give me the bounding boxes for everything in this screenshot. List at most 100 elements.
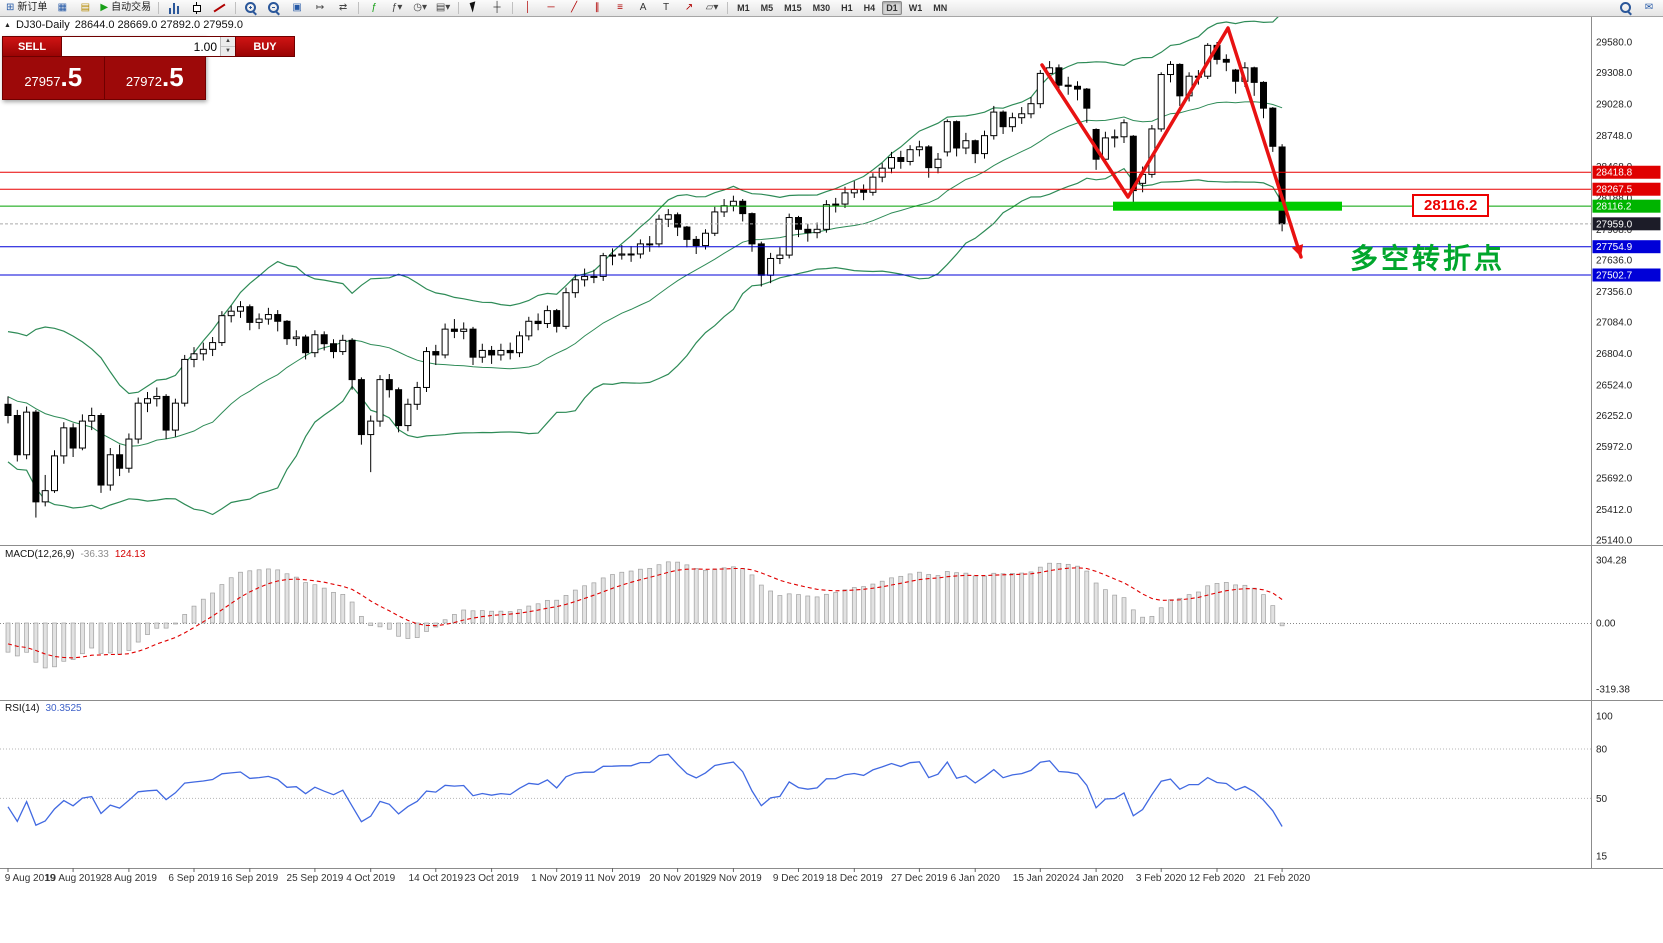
price-divider xyxy=(103,57,105,99)
indicators-button[interactable]: ƒ xyxy=(363,0,385,16)
auto-scroll-button[interactable]: ↦ xyxy=(309,0,331,16)
time-axis-label: 21 Feb 2020 xyxy=(1254,873,1311,884)
macd-signal-line xyxy=(7,567,1283,659)
timeframe-m1-button[interactable]: M1 xyxy=(737,3,750,13)
bar-chart-button[interactable] xyxy=(163,0,185,16)
buy-price[interactable]: 27972 .5 xyxy=(105,57,206,99)
time-axis-label: 1 Nov 2019 xyxy=(531,873,583,884)
oneclick-collapse-arrow-icon[interactable]: ▲ xyxy=(4,21,11,29)
price-callout-label[interactable]: 28116.2 xyxy=(1412,194,1490,217)
price-tick-label: 26804.0 xyxy=(1596,349,1633,360)
macd-main-value: -36.33 xyxy=(80,549,109,560)
line-chart-button[interactable] xyxy=(209,0,231,16)
rsi-axis-label: 80 xyxy=(1596,744,1608,755)
candlestick-icon xyxy=(191,2,203,14)
macd-axis-label: 0.00 xyxy=(1596,619,1616,630)
time-axis-label: 23 Oct 2019 xyxy=(464,873,519,884)
rsi-panel[interactable] xyxy=(0,748,1591,827)
zoom-out-icon xyxy=(268,2,281,14)
timeframe-mn-button[interactable]: MN xyxy=(933,3,948,13)
buy-price-big: .5 xyxy=(161,62,184,92)
turning-point-text[interactable]: 多空转折点 xyxy=(1350,243,1506,274)
price-badge: 28418.8 xyxy=(1592,165,1661,179)
buy-button[interactable]: BUY xyxy=(235,36,295,57)
vertical-line-button[interactable]: │ xyxy=(517,0,539,16)
volume-spinner: ▲ ▼ xyxy=(220,37,235,56)
timeframe-h1-button[interactable]: H1 xyxy=(841,3,853,13)
price-tick-label: 27908.0 xyxy=(1596,225,1633,236)
rsi-value: 30.3525 xyxy=(45,703,82,714)
crosshair-button[interactable]: ┼ xyxy=(486,0,508,16)
timeframe-m30-button[interactable]: M30 xyxy=(812,3,831,13)
shapes-button[interactable]: ▱▾ xyxy=(701,0,723,16)
sell-button[interactable]: SELL xyxy=(2,36,62,57)
candlestick-chart-button[interactable] xyxy=(186,0,208,16)
price-badge: 28116.2 xyxy=(1592,199,1661,213)
svg-text:28116.2: 28116.2 xyxy=(1596,202,1632,213)
arrows-button[interactable]: ↗ xyxy=(678,0,700,16)
sell-price[interactable]: 27957 .5 xyxy=(3,57,104,99)
macd-panel[interactable] xyxy=(0,561,1591,669)
community-button[interactable]: ✉ xyxy=(1638,0,1660,16)
price-tick-label: 28748.0 xyxy=(1596,131,1633,142)
time-axis-label: 15 Jan 2020 xyxy=(1013,873,1068,884)
price-tick-label: 26524.0 xyxy=(1596,380,1633,391)
volume-increase-button[interactable]: ▲ xyxy=(221,37,235,47)
symbol-ohlc-values: 28644.0 28669.0 27892.0 27959.0 xyxy=(74,19,243,31)
fibonacci-icon: ≡ xyxy=(617,2,624,13)
trendline-icon: ╱ xyxy=(571,2,578,13)
support-zone-rectangle[interactable] xyxy=(1113,201,1342,211)
horizontal-line-button[interactable]: ─ xyxy=(540,0,562,16)
arrow-head-icon xyxy=(1291,244,1304,257)
volume-decrease-button[interactable]: ▼ xyxy=(221,47,235,56)
zoom-in-button[interactable] xyxy=(240,0,262,16)
shapes-icon: ▱▾ xyxy=(705,2,719,13)
macd-axis-label: -319.38 xyxy=(1596,685,1630,696)
horizontal-line-icon: ─ xyxy=(547,2,555,13)
timeframe-m5-button[interactable]: M5 xyxy=(760,3,774,13)
chart-shift-button[interactable]: ⇄ xyxy=(332,0,354,16)
one-click-controls-row: SELL ▲ ▼ BUY xyxy=(2,36,295,57)
fibonacci-button[interactable]: ≡ xyxy=(609,0,631,16)
label-button[interactable]: T xyxy=(655,0,677,16)
trend-arrow-annotation[interactable] xyxy=(1040,26,1303,259)
macd-axis[interactable]: 304.28 0.00 -319.38 xyxy=(1596,556,1630,696)
periods-button[interactable]: ◷▾ xyxy=(409,0,431,16)
svg-text:28267.5: 28267.5 xyxy=(1596,185,1633,196)
chart-shift-icon: ⇄ xyxy=(338,2,348,13)
timeframe-m15-button[interactable]: M15 xyxy=(784,3,802,13)
volume-input[interactable] xyxy=(62,37,220,56)
time-axis-label: 27 Dec 2019 xyxy=(891,873,948,884)
timeframe-h4-button[interactable]: H4 xyxy=(863,3,876,13)
svg-text:27502.7: 27502.7 xyxy=(1596,270,1633,281)
price-chart-panel[interactable] xyxy=(0,13,1591,518)
charts-button[interactable]: ▦ xyxy=(51,0,73,16)
rsi-axis[interactable]: 100 80 50 15 xyxy=(1596,712,1613,863)
clock-icon: ◷▾ xyxy=(413,2,427,13)
rsi-name: RSI(14) xyxy=(5,703,40,714)
autotrading-button[interactable]: ▶ 自动交易 xyxy=(97,0,154,16)
indicators-list-button[interactable]: ƒ▾ xyxy=(386,0,408,16)
template-icon: ▤▾ xyxy=(435,2,451,13)
zoom-out-button[interactable] xyxy=(263,0,285,16)
templates-button[interactable]: ▤▾ xyxy=(432,0,454,16)
timeframe-w1-button[interactable]: W1 xyxy=(908,3,923,13)
sell-price-big: .5 xyxy=(60,62,83,92)
time-axis-label: 9 Dec 2019 xyxy=(773,873,825,884)
trendline-button[interactable]: ╱ xyxy=(563,0,585,16)
profiles-button[interactable]: ▤ xyxy=(74,0,96,16)
search-button[interactable] xyxy=(1615,0,1637,16)
tile-windows-button[interactable]: ▣ xyxy=(286,0,308,16)
profiles-icon: ▤ xyxy=(80,2,91,13)
price-axis[interactable]: 29580.029308.029028.028748.028468.028188… xyxy=(1592,38,1661,547)
timeframe-d1-button[interactable]: D1 xyxy=(882,1,902,15)
new-order-button[interactable]: ⊞ 新订单 xyxy=(3,0,50,16)
price-tick-label: 25140.0 xyxy=(1596,536,1633,547)
price-badge: 27959.0 xyxy=(1592,217,1661,231)
text-button[interactable]: A xyxy=(632,0,654,16)
cursor-button[interactable] xyxy=(463,0,485,16)
channel-button[interactable]: ∥ xyxy=(586,0,608,16)
